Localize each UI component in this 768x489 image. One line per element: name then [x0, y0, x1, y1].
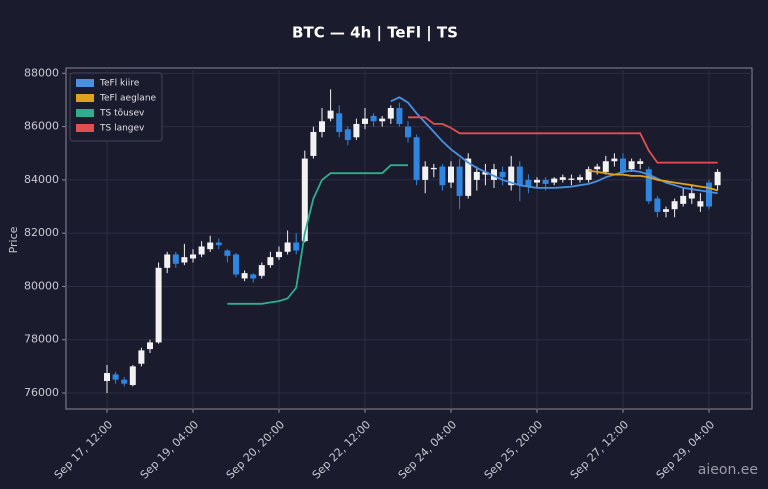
chart-title: BTC — 4h | TeFl | TS [292, 24, 458, 43]
candle-body [680, 195, 687, 204]
candle-body [482, 171, 489, 175]
overlay-line [408, 116, 718, 164]
legend-label: TS langev [99, 124, 145, 134]
candle-body [473, 171, 480, 180]
candle-body [714, 171, 721, 186]
candle-body [215, 242, 222, 246]
candle-body [250, 274, 257, 279]
candle-body [276, 251, 282, 258]
legend-swatch [76, 109, 94, 117]
candle-body [362, 118, 368, 124]
candle-body [190, 254, 196, 259]
candle-body [688, 193, 695, 199]
watermark: aieon.ee [698, 462, 758, 478]
y-tick-label: 82000 [24, 226, 59, 239]
candle-body [284, 242, 291, 252]
legend-swatch [76, 124, 94, 132]
candle-body [645, 169, 652, 202]
candle-body [258, 265, 265, 276]
candle-body [147, 342, 153, 350]
candle-body [430, 167, 437, 170]
candle-body [516, 166, 523, 186]
y-tick-label: 76000 [24, 386, 59, 399]
candle-body [448, 166, 454, 183]
candle-body [370, 115, 377, 122]
y-tick-label: 80000 [24, 279, 59, 292]
overlay-line [227, 164, 408, 305]
candle-body [585, 169, 592, 180]
candle-body [224, 250, 231, 256]
candle-body [542, 179, 549, 184]
legend-label: TeFl aeglane [99, 94, 157, 104]
candle-body [301, 158, 308, 242]
candle-body [620, 158, 626, 172]
y-tick-label: 84000 [24, 173, 59, 186]
candle-body [293, 242, 300, 251]
y-tick-label: 86000 [24, 120, 59, 133]
candle-body [138, 350, 145, 364]
candle-body [456, 166, 463, 196]
candle-body [121, 379, 128, 384]
candle-body [611, 158, 618, 162]
candle-body [637, 161, 644, 164]
candle-body [413, 137, 420, 180]
candle-body [465, 158, 472, 196]
candle-body [164, 254, 171, 268]
candle-body [439, 166, 446, 186]
legend-label: TeFl kiire [99, 79, 140, 89]
candle-body [671, 201, 678, 210]
candle-body [198, 246, 205, 255]
candle-body [559, 177, 566, 180]
candle-body [207, 242, 214, 250]
y-tick-label: 88000 [24, 66, 59, 79]
candle-body [697, 201, 704, 207]
candle-body [353, 123, 360, 138]
candle-body [396, 107, 403, 124]
overlay-line [588, 169, 718, 192]
candle-body [336, 113, 343, 132]
candle-body [387, 107, 394, 119]
candle-body [534, 179, 540, 183]
legend-swatch [76, 79, 94, 87]
candle-body [628, 161, 635, 170]
candle-body [508, 166, 515, 186]
candle-body [181, 257, 188, 263]
candle-body [241, 273, 248, 279]
candle-body [594, 166, 601, 170]
candle-body [344, 129, 351, 140]
candle-body [525, 179, 532, 187]
candle-body [112, 374, 119, 380]
candle-body [172, 254, 179, 264]
candle-body [155, 267, 162, 343]
candle-body [327, 110, 334, 119]
candle-body [706, 182, 712, 207]
candle-body [233, 254, 239, 275]
candle-body [577, 177, 583, 180]
candle-body [104, 373, 110, 382]
y-tick-label: 78000 [24, 333, 59, 346]
candle-body [551, 178, 558, 183]
candle-body [663, 209, 669, 212]
y-axis-label: Price [7, 226, 20, 253]
candle-body [379, 118, 386, 122]
candle-body [654, 198, 661, 212]
candle-body [310, 131, 317, 156]
candle-body [491, 169, 497, 180]
candle-body [319, 121, 325, 132]
candle-body [267, 257, 274, 266]
candle-body [422, 166, 429, 180]
candle-body [405, 126, 411, 138]
legend-label: TS tõusev [99, 109, 145, 119]
legend-swatch [76, 94, 94, 102]
candle-body [602, 161, 609, 172]
plot-frame [65, 67, 753, 410]
candle-body [568, 178, 575, 180]
candle-body [499, 171, 506, 178]
candle-body [129, 366, 136, 386]
